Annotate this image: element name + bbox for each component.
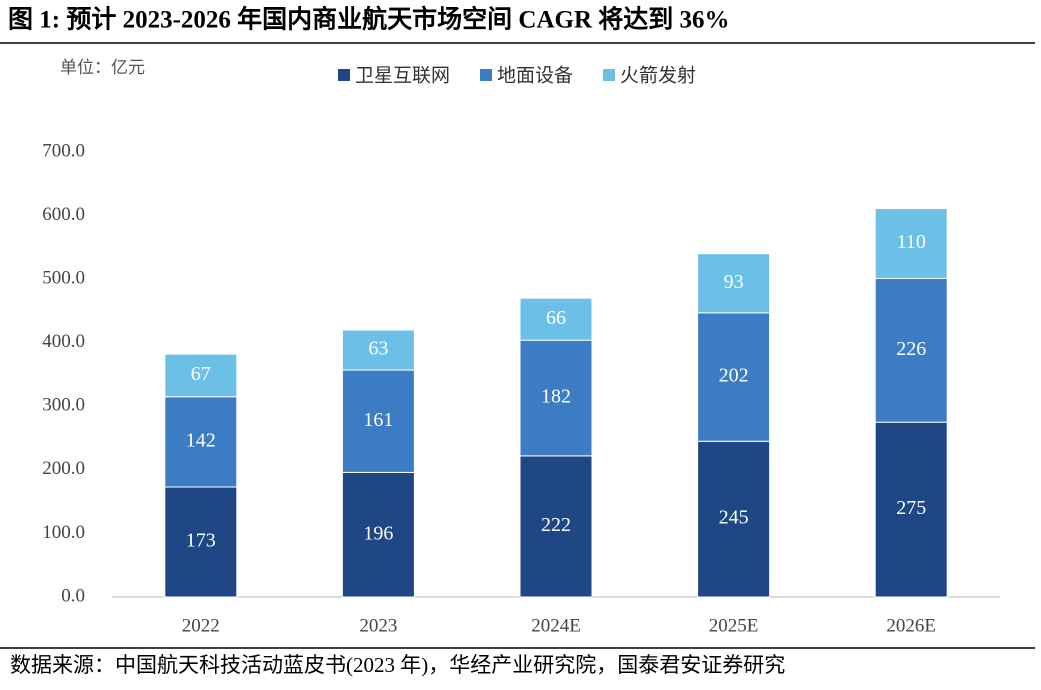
data-label: 67 — [191, 363, 211, 385]
x-tick-label: 2022 — [182, 615, 220, 636]
y-tick-label: 200.0 — [42, 458, 85, 479]
bar-segment — [341, 369, 415, 473]
y-tick-label: 0.0 — [61, 585, 85, 606]
bar-segment — [519, 455, 593, 598]
legend-swatch — [338, 69, 350, 81]
y-tick-label: 300.0 — [42, 395, 85, 416]
data-label: 196 — [363, 522, 393, 544]
legend-swatch — [480, 69, 493, 81]
data-label: 226 — [896, 338, 926, 360]
data-label: 142 — [186, 429, 216, 451]
data-label: 245 — [719, 507, 749, 529]
bar-segment — [874, 208, 948, 280]
y-tick-label: 400.0 — [42, 331, 85, 352]
data-label: 202 — [719, 365, 749, 387]
unit-label: 单位：亿元 — [60, 58, 145, 78]
data-label: 63 — [368, 338, 388, 360]
y-tick-label: 500.0 — [42, 268, 85, 289]
chart-title: 图 1: 预计 2023-2026 年国内商业航天市场空间 CAGR 将达到 3… — [8, 5, 730, 34]
legend-label: 地面设备 — [497, 65, 573, 87]
bar-segment — [874, 421, 948, 598]
bar-segment — [697, 253, 771, 314]
data-label: 161 — [363, 409, 393, 431]
legend-swatch — [603, 69, 616, 81]
legend-label: 卫星互联网 — [355, 65, 450, 87]
data-label: 275 — [896, 497, 926, 519]
bar-segment — [874, 278, 948, 423]
bar-segment — [697, 440, 771, 598]
bar-segment — [519, 339, 593, 457]
legend-label: 火箭发射 — [620, 65, 696, 87]
x-tick-label: 2025E — [709, 615, 759, 636]
y-tick-label: 700.0 — [42, 140, 85, 161]
x-tick-label: 2024E — [531, 615, 581, 636]
bar-segment — [519, 297, 593, 341]
bar-segment — [341, 329, 415, 371]
y-tick-label: 100.0 — [42, 522, 85, 543]
x-tick-label: 2026E — [886, 615, 936, 636]
data-label: 66 — [546, 307, 566, 329]
bar-segment — [697, 312, 771, 442]
data-label: 93 — [724, 271, 744, 293]
data-label: 222 — [541, 514, 571, 536]
data-label: 173 — [186, 530, 216, 552]
bar-segment — [341, 471, 415, 598]
source-note: 数据来源：中国航天科技活动蓝皮书(2023 年)，华经产业研究院，国泰君安证券研… — [10, 653, 785, 677]
bar-segment — [164, 353, 238, 398]
bar-segment — [164, 486, 238, 598]
data-label: 110 — [897, 231, 926, 253]
x-tick-label: 2023 — [359, 615, 397, 636]
y-tick-label: 600.0 — [42, 204, 85, 225]
data-label: 182 — [541, 386, 571, 408]
